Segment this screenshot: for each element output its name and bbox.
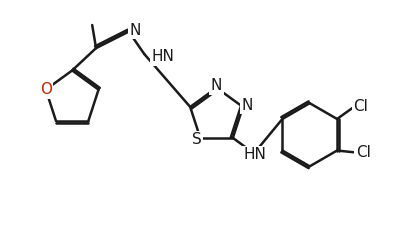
Text: O: O bbox=[40, 82, 52, 97]
Text: N: N bbox=[210, 78, 222, 93]
Text: HN: HN bbox=[151, 49, 174, 64]
Text: Cl: Cl bbox=[353, 99, 367, 114]
Text: N: N bbox=[129, 23, 140, 37]
Text: N: N bbox=[241, 97, 253, 112]
Text: S: S bbox=[191, 132, 201, 147]
Text: HN: HN bbox=[243, 147, 265, 162]
Text: Cl: Cl bbox=[355, 145, 370, 160]
